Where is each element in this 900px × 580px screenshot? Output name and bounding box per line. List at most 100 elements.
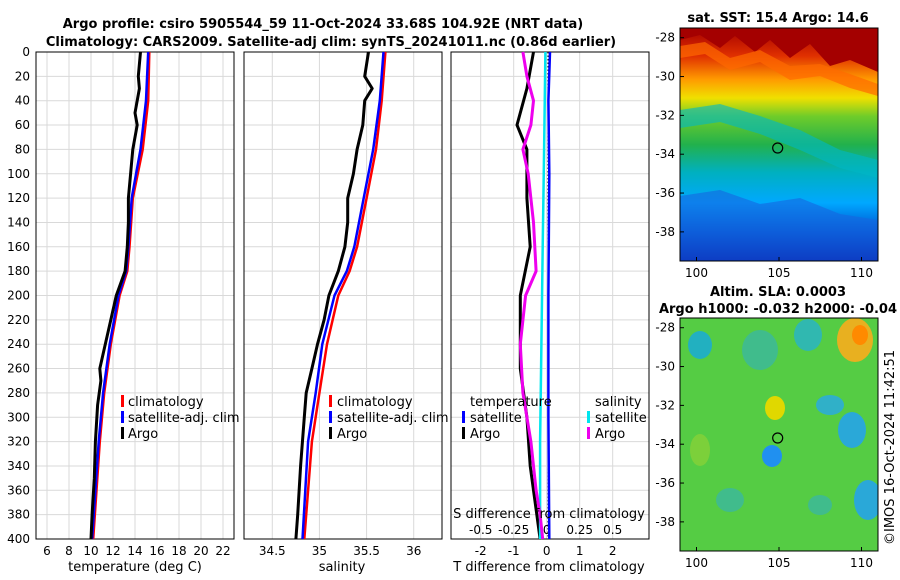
series-line-satellite-temperature <box>547 51 552 540</box>
legend-swatch-t-satellite <box>462 411 465 423</box>
series-line-climatology <box>303 51 387 540</box>
x-tick-label: 2 <box>609 544 617 558</box>
series-line-argo <box>89 51 142 540</box>
y-tick-label: 180 <box>7 264 30 278</box>
legend-swatch-s-argo <box>587 427 590 439</box>
sla-low-anomaly <box>716 488 744 512</box>
y-tick-label: 60 <box>15 118 30 132</box>
x-tick-label: -2 <box>475 544 487 558</box>
map-y-tick-label: -34 <box>655 147 675 161</box>
salinity-xlabel: salinity <box>319 560 366 575</box>
sla-low-anomaly <box>816 395 844 415</box>
x-tick-label: 14 <box>127 544 142 558</box>
x-tick-label: 6 <box>43 544 51 558</box>
legend-title-temperature: temperature <box>470 395 552 410</box>
legend-title-salinity: salinity <box>595 395 642 410</box>
legend-label-t-satellite: satellite <box>470 411 522 426</box>
s-difference-tick-label: 0 <box>543 523 551 537</box>
y-tick-label: 160 <box>7 240 30 254</box>
map-x-tick-label: 105 <box>768 556 791 570</box>
legend-swatch-satellite <box>121 411 124 423</box>
y-tick-label: 120 <box>7 191 30 205</box>
y-tick-label: 280 <box>7 386 30 400</box>
salinity-panel: 34.5 35 35.5 36 salinity climatology satell… <box>243 51 449 575</box>
map-y-tick-label: -36 <box>655 476 675 490</box>
header-line-1: Argo profile: csiro 5905544_59 11-Oct-20… <box>63 17 584 32</box>
y-tick-label: 240 <box>7 337 30 351</box>
sst-cyan-band <box>680 104 878 178</box>
map-x-tick-label: 100 <box>685 556 708 570</box>
y-tick-label: 340 <box>7 459 30 473</box>
x-tick-label: 35 <box>312 544 327 558</box>
header-line-2: Climatology: CARS2009. Satellite-adj cli… <box>46 35 616 50</box>
sla-map-title-line1: Altim. SLA: 0.0003 <box>710 285 846 300</box>
map-y-tick-label: -38 <box>655 515 675 529</box>
map-y-tick-label: -32 <box>655 398 675 412</box>
y-tick-label: 260 <box>7 362 30 376</box>
s-difference-tick-label: 0.5 <box>603 523 622 537</box>
y-tick-label: 140 <box>7 215 30 229</box>
sla-low-anomaly <box>808 495 832 515</box>
argo-location-marker <box>772 432 784 444</box>
temperature-xlabel: temperature (deg C) <box>68 560 202 575</box>
x-tick-label: 0 <box>543 544 551 558</box>
legend-label-satellite: satellite-adj. clim <box>337 411 449 426</box>
s-difference-tick-label: -0.25 <box>498 523 529 537</box>
x-tick-label: 16 <box>149 544 164 558</box>
temperature-legend: climatology satellite-adj. clim Argo <box>121 395 240 442</box>
series-line-argo-salinity <box>518 51 545 540</box>
x-tick-label: 22 <box>215 544 230 558</box>
legend-label-s-argo: Argo <box>595 427 625 442</box>
sla-low-anomaly <box>794 319 822 351</box>
series-line-satellite-adj-clim <box>301 51 385 540</box>
sla-low-anomaly <box>742 330 778 370</box>
legend-label-climatology: climatology <box>128 395 204 410</box>
legend-swatch-argo <box>121 427 124 439</box>
sla-low-anomaly <box>688 331 712 359</box>
legend-label-satellite: satellite-adj. clim <box>128 411 240 426</box>
x-tick-label: -1 <box>508 544 520 558</box>
y-tick-label: 100 <box>7 167 30 181</box>
y-tick-label: 200 <box>7 289 30 303</box>
x-tick-label: 8 <box>65 544 73 558</box>
series-line-argo <box>294 51 374 540</box>
y-tick-label: 20 <box>15 69 30 83</box>
series-line-satellite-salinity <box>538 51 547 539</box>
map-x-tick-label: 100 <box>685 266 708 280</box>
difference-legend: temperature salinity satellite Argo sate… <box>462 395 647 442</box>
x-tick-label: 1 <box>576 544 584 558</box>
sla-low-anomaly <box>838 412 866 448</box>
sst-orange-band <box>680 42 878 96</box>
map-x-tick-label: 105 <box>768 266 791 280</box>
legend-label-t-argo: Argo <box>470 427 500 442</box>
sst-warm-patch <box>680 28 878 72</box>
map-x-tick-label: 110 <box>850 266 873 280</box>
temperature-axes-frame <box>35 51 235 540</box>
legend-swatch-climatology <box>121 395 124 407</box>
salinity-legend: climatology satellite-adj. clim Argo <box>329 395 449 442</box>
y-tick-label: 220 <box>7 313 30 327</box>
map-y-tick-label: -32 <box>655 108 675 122</box>
y-tick-label: 320 <box>7 435 30 449</box>
y-tick-label: 40 <box>15 94 30 108</box>
x-tick-label: 36 <box>406 544 421 558</box>
x-tick-label: 10 <box>83 544 98 558</box>
map-x-tick-label: 110 <box>850 556 873 570</box>
legend-label-argo: Argo <box>337 427 367 442</box>
sla-map-panel: Altim. SLA: 0.0003 Argo h1000: -0.032 h2… <box>655 285 897 570</box>
sla-low-anomaly <box>854 480 878 520</box>
salinity-axes-frame <box>243 51 443 540</box>
legend-label-s-satellite: satellite <box>595 411 647 426</box>
y-tick-label: 400 <box>7 532 30 546</box>
sla-low-anomaly <box>762 445 782 467</box>
y-tick-label: 0 <box>22 45 30 59</box>
x-tick-label: 20 <box>193 544 208 558</box>
sla-high-anomaly <box>765 396 785 420</box>
legend-swatch-t-argo <box>462 427 465 439</box>
s-difference-tick-label: 0.25 <box>566 523 593 537</box>
x-tick-label: 34.5 <box>259 544 286 558</box>
y-tick-label: 300 <box>7 410 30 424</box>
map-y-tick-label: -28 <box>655 31 675 45</box>
legend-swatch-s-satellite <box>587 411 590 423</box>
